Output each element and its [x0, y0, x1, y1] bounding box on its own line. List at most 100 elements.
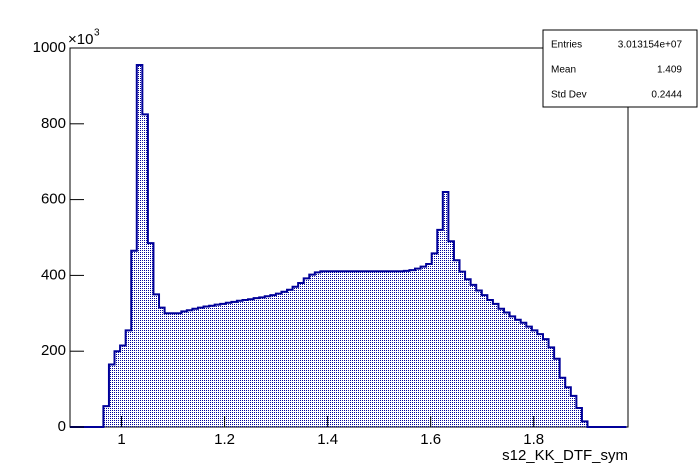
histogram-bar: [270, 295, 276, 427]
histogram-bar: [403, 270, 410, 427]
histogram-bar: [509, 316, 516, 427]
x-tick-label: 1.4: [317, 431, 338, 448]
histogram-bar: [470, 284, 477, 427]
y-tick-label: 400: [41, 266, 66, 283]
histogram-bar: [576, 408, 582, 427]
histogram-bar: [353, 271, 360, 427]
histogram-bar: [209, 305, 215, 427]
histogram-bar: [142, 114, 148, 427]
histogram-bar: [492, 303, 499, 427]
y-tick-label: 800: [41, 115, 66, 132]
y-multiplier-exponent: 3: [94, 28, 100, 39]
histogram-bar: [359, 271, 365, 427]
histogram-bar: [114, 351, 121, 427]
histogram-bar: [364, 271, 371, 427]
histogram-bar: [431, 253, 438, 427]
stat-label: Mean: [551, 65, 576, 76]
y-multiplier: ×10: [68, 31, 93, 48]
y-tick-label: 600: [41, 191, 66, 208]
histogram-bar: [242, 300, 249, 427]
histogram-bar: [325, 271, 332, 427]
x-tick-label: 1: [117, 431, 125, 448]
histogram-bar: [504, 312, 510, 427]
histogram-bar: [120, 345, 126, 427]
histogram-bar: [415, 268, 421, 427]
histogram-outline: [70, 64, 627, 428]
histogram-bar: [259, 297, 265, 427]
histogram-bar: [442, 192, 449, 427]
histogram-bar: [203, 306, 210, 427]
y-tick-label: 0: [58, 418, 66, 435]
x-tick-label: 1.8: [523, 431, 544, 448]
histogram-bar: [548, 347, 555, 427]
histogram-bar: [125, 330, 132, 427]
histogram-bar: [281, 291, 288, 427]
histogram-bar: [275, 293, 282, 427]
x-tick-label: 1.2: [214, 431, 235, 448]
stat-value: 0.2444: [651, 90, 682, 101]
histogram-bar: [559, 377, 566, 427]
histogram-bar: [570, 395, 577, 427]
histogram-bar: [348, 271, 354, 427]
stat-value: 3.013154e+07: [618, 40, 683, 51]
histogram-bar: [453, 260, 460, 427]
histogram-bar: [164, 313, 171, 427]
histogram-bar: [292, 286, 299, 427]
histogram-bar: [175, 313, 182, 427]
histogram-bar: [186, 310, 193, 427]
histogram-bar: [309, 274, 315, 427]
histogram-bar: [225, 302, 232, 427]
histogram-bar: [381, 271, 388, 427]
stat-value: 1.409: [657, 65, 682, 76]
histogram-bar: [159, 307, 165, 427]
histogram-bar: [542, 339, 549, 427]
histogram-bar: [298, 282, 304, 427]
histogram-bar: [131, 250, 137, 427]
histogram-bar: [420, 266, 427, 427]
histogram-bar: [264, 296, 271, 427]
histogram-bar: [103, 406, 109, 427]
histogram-bar: [392, 271, 399, 427]
histogram-bar: [220, 303, 226, 427]
histogram-bar: [214, 304, 221, 427]
histogram-bar: [520, 322, 527, 427]
x-axis-title: s12_KK_DTF_sym: [502, 447, 628, 464]
histogram-bar: [376, 271, 382, 427]
histogram-bar: [181, 311, 187, 427]
histogram-bar: [147, 243, 154, 427]
y-tick-label: 1000: [33, 39, 66, 56]
histogram-bar: [498, 308, 505, 427]
histogram-bar: [537, 334, 543, 427]
histogram-bar: [487, 300, 493, 427]
histogram-bar: [531, 330, 538, 427]
histogram-bar: [170, 313, 176, 427]
histogram-bar: [581, 421, 588, 427]
histogram-bar: [437, 229, 443, 427]
histogram-bar: [554, 358, 560, 427]
stat-label: Entries: [551, 40, 582, 51]
stats-box: [542, 29, 698, 108]
histogram-bar: [337, 271, 343, 427]
histogram-bar: [153, 294, 160, 427]
histogram-bar: [197, 307, 204, 427]
y-tick-label: 200: [41, 342, 66, 359]
histogram-bar: [248, 299, 254, 427]
histogram-bar: [342, 271, 349, 427]
histogram-bar: [136, 65, 143, 428]
histogram-bar: [231, 301, 237, 427]
histogram-bar: [526, 326, 532, 427]
histogram-bar: [515, 319, 521, 427]
histogram-bar: [236, 300, 243, 427]
histogram-bar: [448, 241, 454, 427]
histogram-bar: [320, 271, 326, 427]
x-tick-label: 1.6: [420, 431, 441, 448]
histogram-bar: [481, 295, 488, 427]
histogram-bar: [314, 272, 321, 427]
histogram-bar: [108, 364, 115, 427]
histogram-bar: [331, 271, 338, 427]
histogram-bar: [459, 271, 466, 427]
histogram-bar: [387, 271, 393, 427]
histogram-bar: [409, 270, 416, 427]
histogram-bar: [370, 271, 377, 427]
